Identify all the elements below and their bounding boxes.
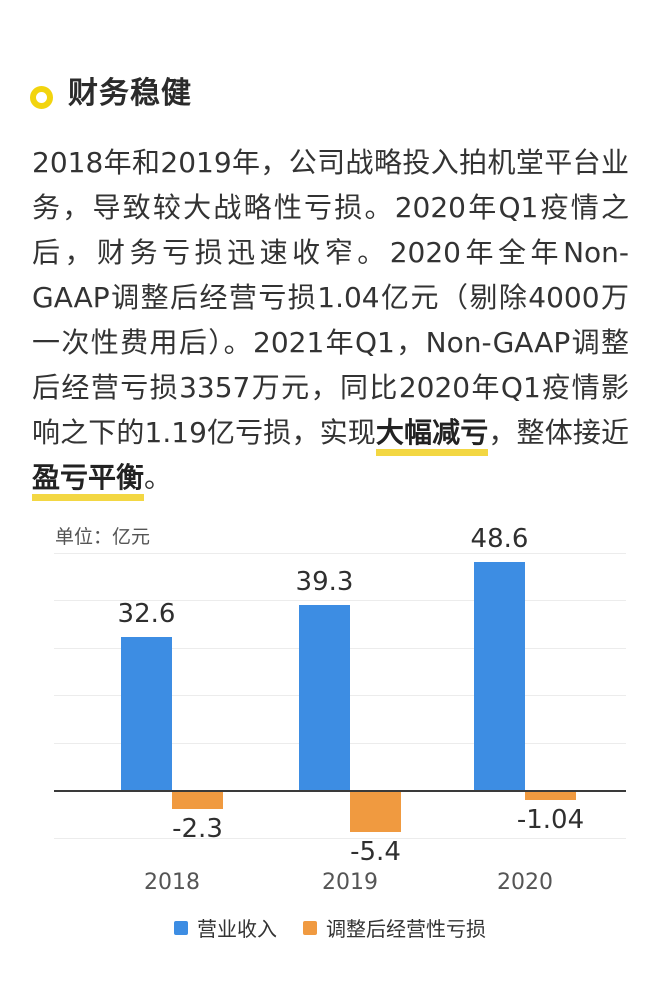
gridline xyxy=(54,600,626,601)
bar-value-label: -2.3 xyxy=(172,814,223,844)
gridline xyxy=(54,743,626,744)
chart-unit-label: 单位：亿元 xyxy=(55,526,151,548)
emphasized-text: 大幅减亏 xyxy=(375,416,489,456)
bar-value-label: 48.6 xyxy=(470,524,529,554)
bar-value-label: 32.6 xyxy=(117,599,176,629)
legend-item: 营业收入 xyxy=(174,913,277,942)
x-axis-label: 2018 xyxy=(144,870,200,895)
section-title: 财务稳健 xyxy=(68,76,192,111)
yellow-ring-bullet-icon xyxy=(30,86,53,109)
paragraph-text: 。 xyxy=(144,461,173,494)
legend-item: 调整后经营性亏损 xyxy=(303,913,486,942)
emphasized-text: 盈亏平衡 xyxy=(32,461,145,501)
x-axis-label: 2019 xyxy=(322,870,378,895)
bar-segment xyxy=(172,792,223,809)
gridline xyxy=(54,695,626,696)
paragraph-text: ，整体接近 xyxy=(488,416,629,449)
gridline xyxy=(54,553,626,554)
x-axis-label: 2020 xyxy=(497,870,553,895)
body-paragraph: 2018年和2019年，公司战略投入拍机堂平台业务，导致较大战略性亏损。2020… xyxy=(32,140,629,501)
bar-segment xyxy=(525,792,576,800)
bar-segment xyxy=(350,792,401,832)
gridline xyxy=(54,838,626,839)
bar-segment xyxy=(474,562,525,790)
bar-segment xyxy=(299,605,350,790)
legend-label: 营业收入 xyxy=(197,917,277,941)
legend-swatch-icon xyxy=(303,920,317,935)
bar-segment xyxy=(121,637,172,790)
gridline xyxy=(54,648,626,649)
chart-legend: 营业收入 调整后经营性亏损 xyxy=(0,913,660,942)
bar-value-label: -1.04 xyxy=(516,805,585,835)
paragraph-text: 2018年和2019年，公司战略投入拍机堂平台业务，导致较大战略性亏损。2020… xyxy=(32,146,629,449)
bar-value-label: -5.4 xyxy=(350,837,401,867)
x-axis-line xyxy=(54,790,626,792)
legend-label: 调整后经营性亏损 xyxy=(326,917,486,941)
legend-swatch-icon xyxy=(174,920,188,935)
bar-value-label: 39.3 xyxy=(295,567,354,597)
